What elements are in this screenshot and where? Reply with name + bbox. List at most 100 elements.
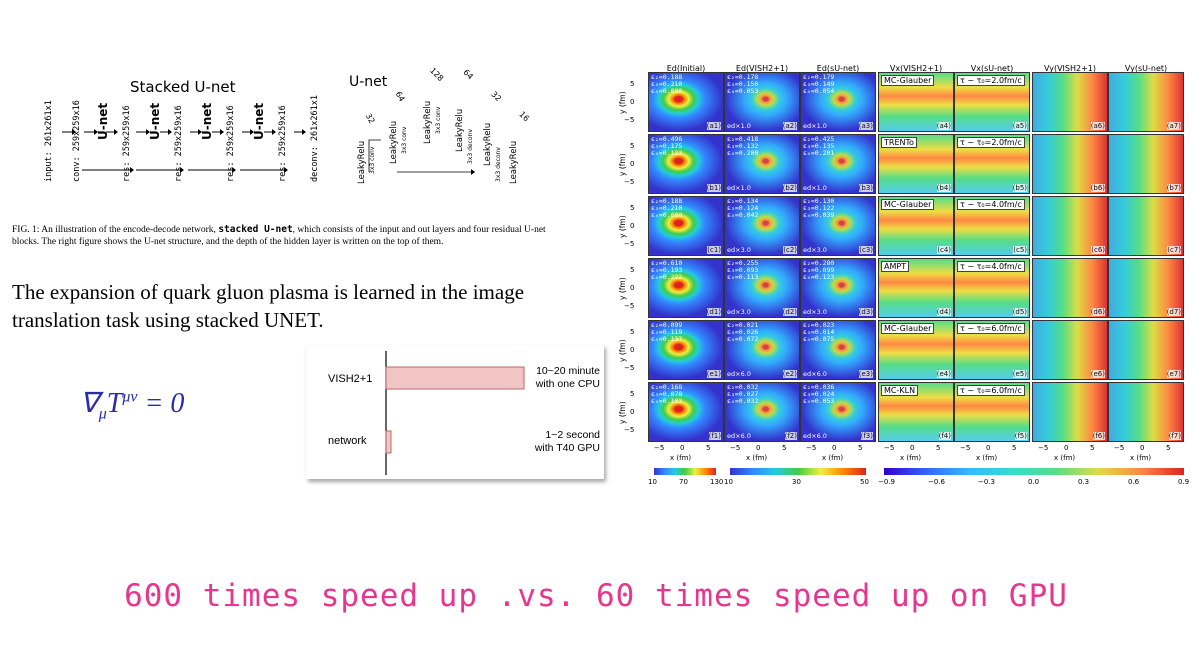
time-label: τ − τ₀=4.0fm/c bbox=[957, 261, 1025, 272]
stack-label-res-4: res: 259x259x16 bbox=[278, 105, 288, 182]
plot-panel: ε₂=0.179 ε₃=0.149 ε₄=0.054 ed×1.0 (a3) bbox=[800, 72, 876, 132]
plot-panel: τ − τ₀=6.0fm/c (e5) bbox=[954, 320, 1030, 380]
colorbar-tick: 30 bbox=[792, 478, 801, 486]
panel-label: (e4) bbox=[936, 370, 951, 378]
plot-panel: ε₂=0.255 ε₃=0.093 ε₄=0.113 ed×3.0 (d2) bbox=[724, 258, 800, 318]
y-tick: 5 bbox=[630, 390, 635, 398]
x-tick: 0 bbox=[986, 444, 991, 452]
plot-panel: MC-Glauber (a4) bbox=[878, 72, 954, 132]
panel-label: (a4) bbox=[936, 122, 951, 130]
plot-panel: ε₂=0.168 ε₃=0.078 ε₄=0.103 (f1) bbox=[648, 382, 724, 442]
x-tick: 5 bbox=[782, 444, 787, 452]
panel-label: (a1) bbox=[706, 122, 721, 130]
panel-label: (e6) bbox=[1090, 370, 1105, 378]
plot-panel: (d6) bbox=[1032, 258, 1108, 318]
plot-panel: ε₂=0.178 ε₃=0.150 ε₄=0.053 ed×1.0 (a2) bbox=[724, 72, 800, 132]
plot-panel: (b6) bbox=[1032, 134, 1108, 194]
plot-panel: ε₂=0.021 ε₃=0.026 ε₄=0.072 ed×6.0 (e2) bbox=[724, 320, 800, 380]
model-label: MC-KLN bbox=[881, 385, 919, 396]
panel-label: (a7) bbox=[1166, 122, 1181, 130]
plot-panel: (c6) bbox=[1032, 196, 1108, 256]
ed-scale-label: ed×3.0 bbox=[727, 308, 751, 316]
plot-panel: ε₂=0.610 ε₃=0.193 ε₄=0.222 (d1) bbox=[648, 258, 724, 318]
y-tick: 0 bbox=[630, 408, 635, 416]
eccentricity-values: ε₂=0.023 ε₃=0.014 ε₄=0.075 bbox=[803, 321, 835, 343]
row-ylabel: y (fm) bbox=[618, 339, 627, 362]
y-tick: 5 bbox=[630, 204, 635, 212]
panel-label: (f3) bbox=[860, 432, 873, 440]
bar-annotation-network: 1~2 second with T40 GPU bbox=[534, 429, 600, 454]
unet-structure-diagram: U-net 32 64 128 64 32 16 LeakyRelu 3x3 c… bbox=[345, 62, 545, 192]
eccentricity-values: ε₂=0.280 ε₃=0.099 ε₄=0.123 bbox=[803, 259, 835, 281]
ed-scale-label: ed×1.0 bbox=[803, 184, 827, 192]
panel-label: (e1) bbox=[706, 370, 721, 378]
ed-scale-label: ed×6.0 bbox=[803, 432, 827, 440]
x-axis-label: x (fm) bbox=[670, 454, 692, 462]
column-title: Ed(Initial) bbox=[666, 64, 706, 73]
panel-label: (a5) bbox=[1012, 122, 1027, 130]
plot-panel: AMPT (d4) bbox=[878, 258, 954, 318]
bar-label-network: network bbox=[328, 435, 367, 447]
plot-panel: τ − τ₀=2.0fm/c (b5) bbox=[954, 134, 1030, 194]
plot-panel: ε₂=0.036 ε₃=0.024 ε₄=0.053 ed×6.0 (f3) bbox=[800, 382, 876, 442]
x-tick: −5 bbox=[1114, 444, 1125, 452]
colorbar-tick: 10 bbox=[724, 478, 733, 486]
eccentricity-values: ε₂=0.418 ε₃=0.132 ε₄=0.200 bbox=[727, 135, 759, 157]
panel-label: (e7) bbox=[1166, 370, 1181, 378]
panel-label: (d3) bbox=[858, 308, 873, 316]
y-tick: −5 bbox=[624, 364, 635, 372]
colorbar-tick: −0.6 bbox=[928, 478, 945, 486]
eccentricity-values: ε₂=0.188 ε₃=0.210 ε₄=0.080 bbox=[651, 73, 683, 95]
row-ylabel: y (fm) bbox=[618, 91, 627, 114]
eccentricity-values: ε₂=0.021 ε₃=0.026 ε₄=0.072 bbox=[727, 321, 759, 343]
panel-label: (b5) bbox=[1012, 184, 1027, 192]
panel-label: (a2) bbox=[782, 122, 797, 130]
panel-label: (f1) bbox=[708, 432, 721, 440]
unet-layer-1: LeakyRelu bbox=[357, 140, 367, 184]
unet-op-5: 3x3 deconv bbox=[495, 147, 502, 182]
panel-label: (b3) bbox=[858, 184, 873, 192]
y-tick: 5 bbox=[630, 142, 635, 150]
x-axis-label: x (fm) bbox=[1130, 454, 1152, 462]
x-tick: −5 bbox=[1038, 444, 1049, 452]
equation: ∇μTμν = 0 bbox=[80, 388, 185, 423]
stack-label-res-1: res: 259x259x16 bbox=[122, 105, 132, 182]
eccentricity-values: ε₂=0.255 ε₃=0.093 ε₄=0.113 bbox=[727, 259, 759, 281]
x-tick: −5 bbox=[654, 444, 665, 452]
stacked-unet-diagram: Stacked U-net input: 261x261x1 conv: 259… bbox=[40, 70, 330, 200]
plot-panel: (c7) bbox=[1108, 196, 1184, 256]
model-label: MC-Glauber bbox=[881, 199, 935, 210]
panel-label: (d1) bbox=[706, 308, 721, 316]
panel-label: (b6) bbox=[1090, 184, 1105, 192]
colorbar bbox=[884, 468, 1184, 475]
stack-label-input: input: 261x261x1 bbox=[44, 100, 54, 182]
panel-label: (d4) bbox=[936, 308, 951, 316]
model-label: MC-Glauber bbox=[881, 75, 935, 86]
plot-panel: (e7) bbox=[1108, 320, 1184, 380]
time-label: τ − τ₀=2.0fm/c bbox=[957, 75, 1025, 86]
y-tick: 5 bbox=[630, 80, 635, 88]
eccentricity-values: ε₂=0.134 ε₃=0.124 ε₄=0.042 bbox=[727, 197, 759, 219]
column-title: Vy(VISH2+1) bbox=[1043, 64, 1097, 73]
panel-label: (d2) bbox=[782, 308, 797, 316]
plot-panel: (e6) bbox=[1032, 320, 1108, 380]
panel-label: (f7) bbox=[1168, 432, 1181, 440]
stack-label-conv: conv: 259x259x16 bbox=[72, 100, 82, 182]
unet-block-4: U-net bbox=[252, 102, 266, 140]
ed-scale-label: ed×3.0 bbox=[803, 308, 827, 316]
eccentricity-values: ε₂=0.610 ε₃=0.193 ε₄=0.222 bbox=[651, 259, 683, 281]
colorbar-tick: 0.3 bbox=[1078, 478, 1090, 486]
plot-panel: ε₂=0.032 ε₃=0.027 ε₄=0.032 ed×6.0 (f2) bbox=[724, 382, 800, 442]
panel-label: (b1) bbox=[706, 184, 721, 192]
unet-title: U-net bbox=[349, 74, 388, 90]
x-tick: 5 bbox=[1166, 444, 1171, 452]
model-label: TRENTo bbox=[881, 137, 917, 148]
panel-label: (c5) bbox=[1013, 246, 1027, 254]
ed-scale-label: ed×6.0 bbox=[803, 370, 827, 378]
unet-layer-5: LeakyRelu bbox=[483, 122, 493, 166]
y-tick: 0 bbox=[630, 98, 635, 106]
x-tick: 5 bbox=[706, 444, 711, 452]
ed-scale-label: ed×6.0 bbox=[727, 432, 751, 440]
eccentricity-values: ε₂=0.168 ε₃=0.078 ε₄=0.103 bbox=[651, 383, 683, 405]
x-tick: 0 bbox=[832, 444, 837, 452]
